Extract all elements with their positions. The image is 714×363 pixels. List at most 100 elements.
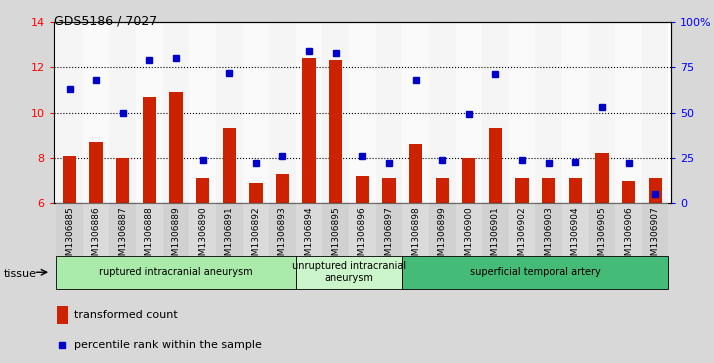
Bar (382, 178, 396, 203)
Bar (615, 22, 642, 203)
Text: GSM1306902: GSM1306902 (518, 206, 527, 266)
Bar (163, 203, 189, 256)
Bar (429, 22, 456, 203)
Bar (109, 22, 136, 203)
Bar (595, 154, 608, 203)
Bar (189, 22, 216, 203)
Text: GSM1306888: GSM1306888 (145, 206, 154, 267)
Bar (648, 178, 662, 203)
Bar (568, 178, 582, 203)
Bar (56, 22, 83, 203)
Text: GSM1306890: GSM1306890 (198, 206, 207, 267)
Text: GDS5186 / 7027: GDS5186 / 7027 (54, 15, 157, 28)
Bar (562, 22, 588, 203)
Bar (109, 203, 136, 256)
Text: percentile rank within the sample: percentile rank within the sample (74, 340, 261, 350)
Text: GSM1306900: GSM1306900 (464, 206, 473, 267)
Text: GSM1306904: GSM1306904 (570, 206, 580, 266)
Bar (223, 129, 236, 203)
Text: GSM1306905: GSM1306905 (598, 206, 606, 267)
Bar (56, 256, 296, 289)
Bar (462, 158, 476, 203)
Bar (622, 180, 635, 203)
Bar (276, 174, 289, 203)
Text: GSM1306894: GSM1306894 (305, 206, 313, 266)
Bar (83, 22, 109, 203)
Bar (642, 203, 668, 256)
Bar (588, 22, 615, 203)
Bar (489, 129, 502, 203)
Bar (169, 92, 183, 203)
Bar (56, 306, 68, 324)
Bar (269, 22, 296, 203)
Text: GSM1306891: GSM1306891 (225, 206, 233, 267)
Text: GSM1306885: GSM1306885 (65, 206, 74, 267)
Text: GSM1306906: GSM1306906 (624, 206, 633, 267)
Bar (356, 176, 369, 203)
Bar (615, 203, 642, 256)
Bar (536, 203, 562, 256)
Bar (456, 22, 482, 203)
Bar (402, 22, 429, 203)
Bar (349, 22, 376, 203)
Bar (243, 203, 269, 256)
Text: GSM1306896: GSM1306896 (358, 206, 367, 267)
Bar (89, 142, 103, 203)
Bar (482, 203, 509, 256)
Text: GSM1306887: GSM1306887 (119, 206, 127, 267)
Bar (376, 22, 402, 203)
Text: GSM1306889: GSM1306889 (171, 206, 181, 267)
Bar (509, 203, 536, 256)
Bar (136, 203, 163, 256)
Text: GSM1306895: GSM1306895 (331, 206, 341, 267)
Bar (163, 22, 189, 203)
Bar (189, 203, 216, 256)
Bar (402, 203, 429, 256)
Text: GSM1306897: GSM1306897 (384, 206, 393, 267)
Bar (588, 203, 615, 256)
Bar (136, 22, 163, 203)
Bar (296, 203, 323, 256)
Bar (482, 22, 509, 203)
Bar (323, 22, 349, 203)
Bar (429, 203, 456, 256)
Bar (296, 22, 323, 203)
Bar (83, 203, 109, 256)
Bar (56, 203, 83, 256)
Bar (216, 22, 243, 203)
Bar (329, 60, 343, 203)
Text: superficial temporal artery: superficial temporal artery (470, 267, 600, 277)
Text: ruptured intracranial aneurysm: ruptured intracranial aneurysm (99, 267, 253, 277)
Text: GSM1306886: GSM1306886 (91, 206, 101, 267)
Bar (303, 58, 316, 203)
Bar (249, 183, 263, 203)
Text: GSM1306901: GSM1306901 (491, 206, 500, 267)
Text: GSM1306893: GSM1306893 (278, 206, 287, 267)
Bar (509, 22, 536, 203)
Text: GSM1306892: GSM1306892 (251, 206, 261, 266)
Bar (269, 203, 296, 256)
Bar (243, 22, 269, 203)
Bar (63, 156, 76, 203)
Bar (296, 256, 402, 289)
Bar (536, 22, 562, 203)
Bar (116, 158, 129, 203)
Text: tissue: tissue (4, 269, 36, 279)
Bar (409, 144, 422, 203)
Bar (542, 178, 555, 203)
Bar (456, 203, 482, 256)
Bar (642, 22, 668, 203)
Bar (216, 203, 243, 256)
Bar (402, 256, 668, 289)
Text: GSM1306907: GSM1306907 (650, 206, 660, 267)
Bar (562, 203, 588, 256)
Bar (436, 178, 449, 203)
Bar (349, 203, 376, 256)
Bar (143, 97, 156, 203)
Text: GSM1306898: GSM1306898 (411, 206, 420, 267)
Bar (516, 178, 529, 203)
Text: GSM1306903: GSM1306903 (544, 206, 553, 267)
Bar (196, 178, 209, 203)
Bar (323, 203, 349, 256)
Text: transformed count: transformed count (74, 310, 177, 320)
